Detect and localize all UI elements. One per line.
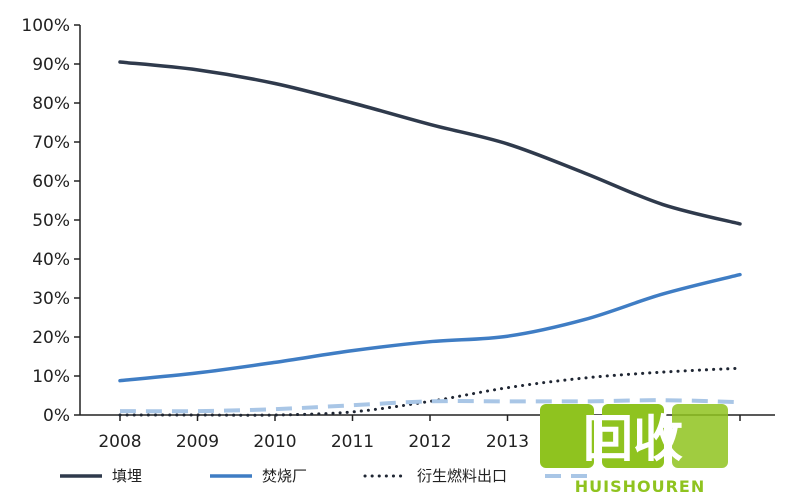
series-line-0 xyxy=(118,60,742,226)
y-tick-label: 80% xyxy=(32,94,70,114)
x-tick-label: 2008 xyxy=(98,432,141,452)
legend-label-1: 焚烧厂 xyxy=(262,467,307,485)
series-lines xyxy=(118,60,742,417)
y-tick-label: 60% xyxy=(32,172,70,192)
watermark-block-third xyxy=(672,404,728,468)
x-tick-label: 2012 xyxy=(408,432,451,452)
x-tick-label: 2011 xyxy=(331,432,374,452)
y-tick-label: 20% xyxy=(32,328,70,348)
y-tick-label: 50% xyxy=(32,211,70,231)
y-tick-label: 0% xyxy=(43,406,70,426)
legend-label-2: 衍生燃料出口 xyxy=(417,467,507,485)
y-tick-label: 90% xyxy=(32,55,70,75)
series-line-2 xyxy=(118,366,742,417)
watermark-logo-text: 回收 xyxy=(583,410,683,468)
legend: 填埋 焚烧厂 衍生燃料出口 xyxy=(60,467,587,485)
x-tick-label: 2013 xyxy=(486,432,529,452)
y-tick-label: 100% xyxy=(21,16,70,36)
y-tick-label: 70% xyxy=(32,133,70,153)
watermark-block-left xyxy=(540,404,594,468)
x-tick-label: 2010 xyxy=(253,432,296,452)
watermark-block-right xyxy=(602,404,664,468)
watermark-subtext: HUISHOUREN xyxy=(575,477,705,496)
y-tick-label: 40% xyxy=(32,250,70,270)
watermark-logo: 回收 HUISHOUREN xyxy=(540,404,728,496)
y-tick-label: 10% xyxy=(32,367,70,387)
series-line-1 xyxy=(118,272,742,383)
x-tick-label: 2009 xyxy=(176,432,219,452)
axes: 0% 10% 20% 30% 40% 50% 60% 70% 80% 90% 100% 2008 200… xyxy=(21,16,775,452)
y-tick-label: 30% xyxy=(32,289,70,309)
legend-label-0: 填埋 xyxy=(112,467,142,485)
